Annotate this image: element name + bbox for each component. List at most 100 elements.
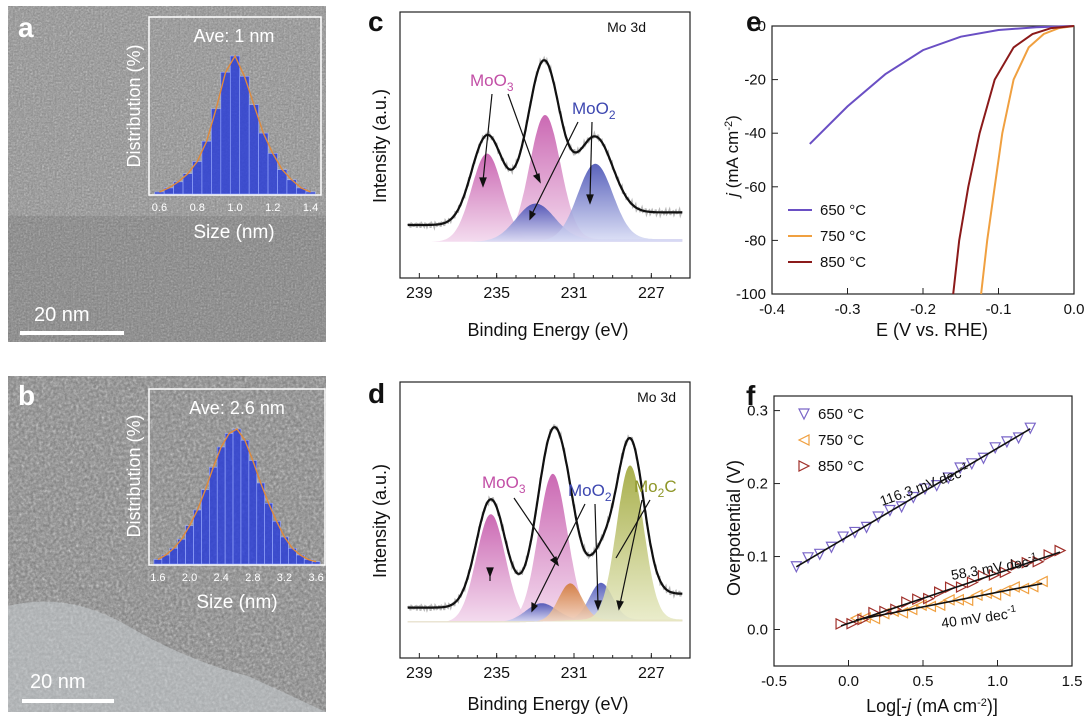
panel-letter-f: f: [746, 380, 756, 411]
envelope-line-c: [407, 59, 683, 227]
xtick-label: 239: [406, 665, 433, 682]
component-peak: [407, 465, 683, 623]
inset-histogram-b: Ave: 2.6 nm 1.6 2.0 2.4 2.8 3.2 3.6 Size (nm): [148, 388, 326, 613]
ytick-label: -80: [744, 232, 766, 249]
xtick-label: 235: [483, 665, 510, 682]
xlabel-c: Binding Energy (eV): [467, 320, 628, 340]
ylabel-c: Intensity (a.u.): [370, 89, 390, 203]
histogram-bar: [311, 561, 321, 565]
label-moo2-d: MoO2: [568, 481, 612, 504]
histogram-bar: [264, 502, 273, 565]
ytick-label: 0.2: [747, 476, 768, 493]
histogram-bar: [232, 428, 242, 565]
xtick-label: 231: [561, 665, 588, 682]
component-peak: [407, 115, 683, 242]
component-peak: [407, 514, 683, 623]
data-point: [933, 599, 946, 612]
panel-letter-b: b: [18, 380, 36, 411]
histogram-bar: [154, 191, 165, 195]
xps-chart-d: 239 235 231 227 Mo 3d Binding Energy (eV) I…: [370, 381, 691, 714]
scale-label-a: 20 nm: [34, 304, 90, 326]
histogram-bar: [201, 489, 210, 565]
inset-ylabel-a: Distribution (%): [124, 44, 144, 167]
label-moo3-c: MoO3: [470, 71, 514, 94]
xtick-label: 1.0: [987, 673, 1008, 690]
inset-tick-label: 1.4: [303, 202, 318, 214]
plot-frame-c: [399, 11, 691, 279]
histogram-bar: [258, 132, 269, 195]
scale-bar-a: [20, 331, 124, 335]
data-point: [965, 458, 978, 471]
label-mo2c-d: Mo2C: [634, 477, 677, 500]
component-peak: [407, 153, 683, 242]
data-point: [1026, 580, 1039, 593]
ytick-label: -20: [744, 72, 766, 89]
fit-lines-f: [795, 428, 1061, 627]
ytick-label: 0: [758, 18, 766, 35]
plot-frame-d: [399, 381, 691, 659]
data-point: [912, 593, 925, 606]
histogram-bar: [305, 191, 316, 195]
xtick-label: -0.5: [761, 673, 787, 690]
axes-f: -0.5 0.0 0.5 1.0 1.5 0.0 0.1 0.2 0.3: [747, 395, 1083, 690]
xtick-label: 1.5: [1062, 673, 1083, 690]
inset-xlabel-b: Size (nm): [196, 592, 277, 613]
ylabel-f: Overpotential (V): [724, 460, 744, 596]
legend-f: 650 °C 750 °C 850 °C: [797, 406, 864, 475]
xtick-label: 0.0: [1064, 301, 1085, 318]
plot-frame-e: [771, 25, 1075, 295]
panel-letter-e: e: [746, 6, 762, 37]
fit-curve: [157, 428, 317, 563]
xtick-label: -0.4: [759, 301, 785, 318]
ytick-label: -60: [744, 179, 766, 196]
data-point: [835, 617, 848, 630]
inset-tick-label: 2.0: [182, 572, 197, 584]
data-point: [998, 584, 1011, 597]
ytick-label: 0.1: [747, 549, 768, 566]
xlabel-f: Log[-j (mA cm-2)]: [866, 696, 998, 716]
xtick-label: 227: [638, 665, 665, 682]
xtick-label: 0.0: [838, 673, 859, 690]
legend-marker: [798, 460, 811, 472]
slope-label-750: 40 mV dec-1: [940, 604, 1018, 631]
inset-tick-label: 1.6: [150, 572, 165, 584]
inset-tick-label: 0.6: [152, 202, 167, 214]
data-point: [988, 569, 1001, 581]
xtick-label: -0.2: [910, 301, 936, 318]
histogram-bar: [220, 71, 231, 195]
data-point: [1024, 422, 1037, 435]
ylabel-e: j (mA cm-2): [723, 115, 742, 199]
data-point: [907, 491, 920, 504]
series-points-f: [790, 422, 1067, 630]
data-point: [1043, 549, 1056, 561]
legend-marker: [798, 408, 810, 421]
inset-xlabel-a: Size (nm): [193, 222, 274, 243]
legend-e: 650 °C 750 °C 850 °C: [788, 202, 866, 271]
inset-tick-label: 0.8: [190, 202, 205, 214]
arrows-c: [479, 93, 594, 221]
xtick-label: 235: [483, 285, 510, 302]
xaxis-ticks-c: 239 235 231 227: [406, 273, 672, 302]
fit-line: [840, 551, 1061, 627]
inset-annotation-b: Ave: 2.6 nm: [189, 398, 285, 418]
legend-label: 850 °C: [820, 254, 866, 271]
inset-ylabel-text-b: Distribution (%): [124, 414, 144, 537]
xtick-label: 227: [638, 285, 665, 302]
inset-annotation-a: Ave: 1 nm: [194, 26, 275, 46]
ylabel-d: Intensity (a.u.): [370, 464, 390, 578]
data-point: [934, 586, 946, 599]
ytick-label: -100: [736, 286, 766, 303]
inset-tick-label: 1.0: [227, 202, 242, 214]
ytick-label: 0.3: [747, 403, 768, 420]
legend-marker: [797, 434, 810, 446]
data-point: [1054, 544, 1067, 557]
xps-tag-c: Mo 3d: [607, 19, 646, 35]
series-line-750: [980, 25, 1075, 295]
axes-e: -0.4 -0.3 -0.2 -0.1 0.0 0 -20 -40 -60 -80 -100: [736, 18, 1084, 318]
legend-label: 750 °C: [820, 228, 866, 245]
histogram-bars-a: [154, 54, 316, 195]
data-point: [790, 561, 803, 574]
histogram-bar: [240, 439, 250, 565]
series-line-850: [952, 25, 1075, 295]
histogram-bar: [239, 75, 250, 195]
